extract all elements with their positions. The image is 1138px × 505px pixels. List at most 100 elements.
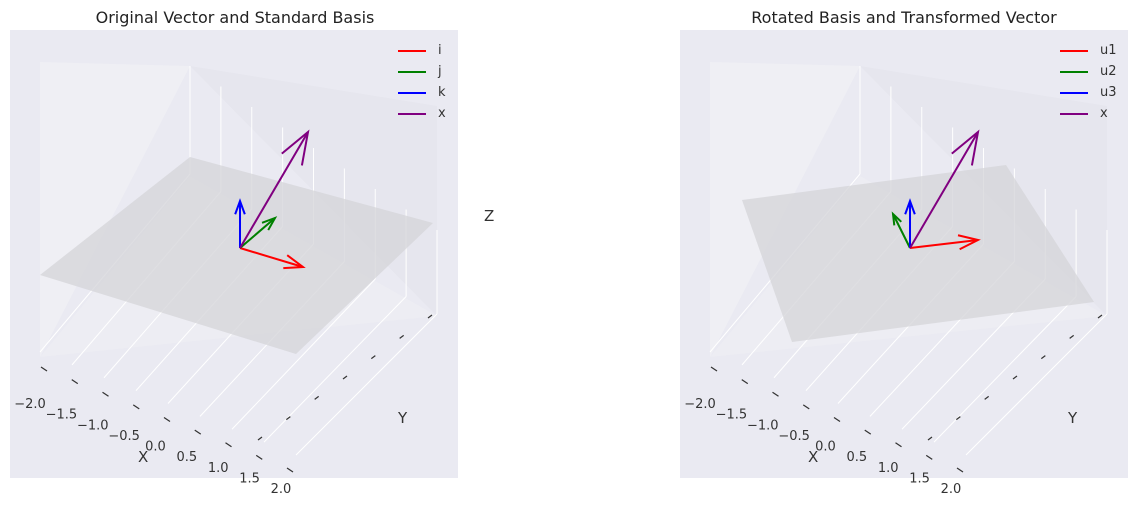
x-tick-mark	[895, 442, 902, 448]
x-tick-label: 0.5	[177, 450, 198, 465]
x-tick-label: 2.0	[271, 482, 292, 497]
y-tick-mark	[955, 416, 961, 421]
gridline	[231, 278, 376, 430]
y-tick-mark	[984, 395, 990, 400]
y-tick-mark	[427, 314, 433, 319]
x-tick-mark	[286, 467, 294, 473]
x-tick-mark	[833, 417, 841, 422]
x-tick-label: −1.0	[77, 418, 109, 433]
y-tick-mark	[285, 416, 291, 421]
legend-swatch	[398, 91, 426, 94]
x-tick-mark	[163, 417, 171, 422]
legend-item: u2	[1060, 61, 1117, 82]
x-tick-label: 0.5	[847, 450, 868, 465]
vector-head	[281, 129, 310, 166]
gridline	[933, 296, 1077, 443]
x-tick-label: −1.5	[716, 408, 748, 423]
legend-label: x	[438, 106, 446, 121]
legend-item: i	[398, 40, 446, 61]
x-tick-mark	[710, 366, 718, 372]
y-tick-mark	[1097, 314, 1103, 319]
legend-label: u2	[1100, 64, 1117, 79]
legend-item: u1	[1060, 40, 1117, 61]
x-tick-label: −0.5	[778, 429, 810, 444]
y-tick-mark	[1069, 334, 1075, 339]
vector-arrow-j	[239, 216, 278, 249]
x-tick-mark	[102, 391, 109, 397]
gridline	[965, 313, 1108, 456]
vector-shaft	[909, 131, 979, 249]
x-tick-label: −2.0	[684, 397, 716, 412]
x-tick-mark	[864, 429, 872, 435]
legend: u1 u2 u3 x	[1060, 40, 1117, 124]
x-tick-label: −2.0	[14, 397, 46, 412]
legend-swatch	[1060, 70, 1088, 73]
x-tick-mark	[802, 404, 810, 410]
y-tick-mark	[370, 355, 376, 360]
legend-swatch	[1060, 112, 1088, 115]
legend-label: k	[438, 85, 446, 100]
x-tick-mark	[40, 366, 48, 372]
y-tick-mark	[1040, 355, 1046, 360]
plane-surface	[40, 157, 433, 354]
chart-panel-left: Original Vector and Standard Basis −2.0−…	[0, 0, 470, 505]
vector-head	[261, 216, 278, 231]
vector-shaft	[239, 217, 276, 249]
legend-swatch	[398, 112, 426, 115]
y-tick-mark	[257, 436, 263, 441]
vector-shaft	[892, 213, 911, 249]
x-tick-mark	[956, 467, 964, 473]
x-tick-label: 1.0	[878, 461, 899, 476]
y-tick-mark	[927, 436, 933, 441]
legend-item: x	[398, 103, 446, 124]
vector-head	[234, 198, 246, 215]
x-tick-label: −1.0	[747, 418, 779, 433]
chart-svg: −2.0−1.5−1.0−0.5 0.0 0.5 1.0 1.5 2.0 X Y	[10, 30, 458, 497]
axes-3d: −2.0−1.5−1.0−0.5 0.0 0.5 1.0 1.5 2.0 X Y	[10, 30, 458, 497]
x-tick-mark	[925, 454, 933, 460]
x-tick-mark	[225, 442, 232, 448]
x-tick-mark	[741, 379, 749, 385]
plane-surface	[742, 165, 1094, 342]
x-tick-label: 1.0	[208, 461, 229, 476]
chart-title: Rotated Basis and Transformed Vector	[751, 8, 1057, 27]
vector-shaft	[909, 239, 979, 249]
x-tick-label: −0.5	[108, 429, 140, 444]
y-tick-mark	[314, 395, 320, 400]
x-tick-label: −1.5	[46, 408, 78, 423]
legend-swatch	[398, 70, 426, 73]
x-tick-mark	[132, 404, 140, 410]
legend-label: i	[438, 43, 442, 58]
vector-arrow-k	[234, 198, 246, 248]
vector-arrow-x	[239, 129, 310, 249]
legend-item: x	[1060, 103, 1117, 124]
x-axis-label: X	[808, 448, 818, 466]
legend-label: x	[1100, 106, 1108, 121]
axes-3d: −2.0−1.5−1.0−0.5 0.0 0.5 1.0 1.5 2.0 X Y	[680, 30, 1128, 497]
vector-arrow-x	[909, 129, 980, 249]
x-tick-mark	[71, 379, 79, 385]
vector-head	[891, 211, 902, 226]
vector-arrow-u2	[891, 211, 911, 249]
legend-swatch	[1060, 49, 1088, 52]
vector-head	[283, 254, 306, 270]
vector-head	[957, 234, 981, 251]
x-tick-label: 1.5	[239, 471, 260, 486]
x-tick-label: 0.0	[145, 440, 166, 455]
y-axis-label: Y	[397, 409, 408, 427]
chart-title: Original Vector and Standard Basis	[95, 8, 375, 27]
legend-swatch	[1060, 91, 1088, 94]
y-tick-mark	[342, 375, 348, 380]
vector-head	[951, 129, 980, 166]
x-tick-label: 0.0	[815, 440, 836, 455]
legend-label: u3	[1100, 85, 1117, 100]
z-axis-label: Z	[484, 207, 495, 225]
legend-item: k	[398, 82, 446, 103]
legend-swatch	[398, 49, 426, 52]
gridline	[263, 296, 407, 443]
vector-arrow-u3	[904, 198, 916, 248]
vector-arrow-u1	[909, 234, 981, 251]
legend-item: j	[398, 61, 446, 82]
vector-head	[904, 198, 916, 215]
